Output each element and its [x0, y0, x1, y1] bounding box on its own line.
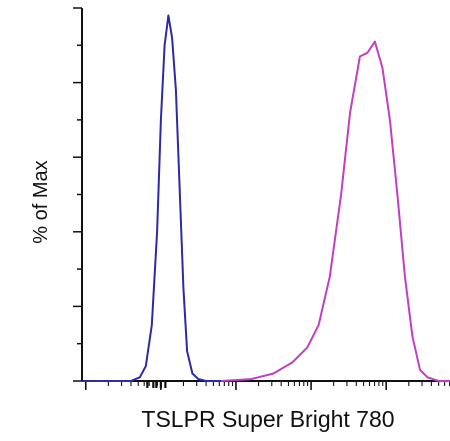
series-line-1 — [82, 14, 221, 382]
series-line-2 — [220, 40, 450, 382]
plot-area — [73, 7, 450, 390]
y-axis-label: % of Max — [30, 160, 52, 243]
x-axis-label: TSLPR Super Bright 780 — [141, 406, 394, 432]
